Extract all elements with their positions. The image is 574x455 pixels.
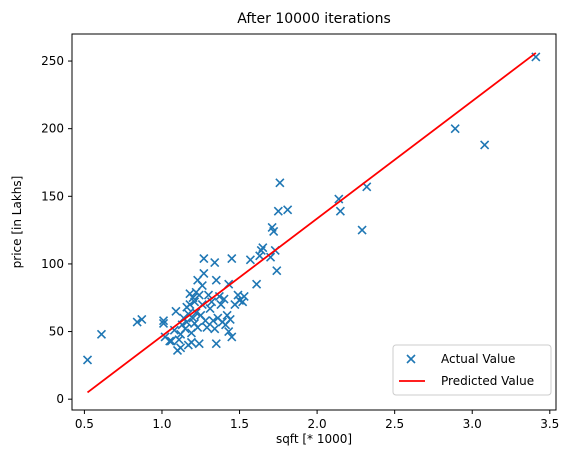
data-point <box>207 297 217 307</box>
y-tick-label: 150 <box>41 189 64 203</box>
legend-marker <box>406 354 416 364</box>
data-point <box>245 255 255 265</box>
data-point <box>335 206 345 216</box>
data-point <box>225 314 235 324</box>
data-point <box>193 322 203 333</box>
data-point <box>210 258 220 268</box>
data-point <box>216 299 226 310</box>
data-point <box>176 343 186 353</box>
data-point <box>238 297 248 307</box>
data-point <box>480 140 490 150</box>
data-point <box>174 335 184 345</box>
plot-area <box>82 52 541 394</box>
data-point <box>82 355 93 365</box>
data-point <box>334 194 344 204</box>
data-point <box>171 306 181 316</box>
data-point <box>211 339 221 349</box>
data-point <box>227 332 237 342</box>
predicted-line <box>86 52 537 394</box>
x-tick-label: 1.5 <box>230 417 249 431</box>
data-point <box>199 253 209 264</box>
legend-box <box>392 344 552 396</box>
data-point <box>227 253 237 264</box>
data-point <box>210 324 220 334</box>
y-tick-label: 100 <box>41 257 64 271</box>
data-point <box>189 297 200 307</box>
data-point <box>450 124 460 134</box>
x-tick-label: 2.0 <box>308 417 327 431</box>
x-tick-label: 2.5 <box>385 417 404 431</box>
legend-label: Actual Value <box>441 352 515 366</box>
data-point <box>194 339 204 349</box>
chart-title: After 10000 iterations <box>237 11 391 27</box>
data-point <box>219 294 229 304</box>
data-point <box>224 326 234 337</box>
data-point <box>158 316 169 326</box>
data-point <box>272 266 282 276</box>
data-point <box>265 252 276 262</box>
axes: 0.5 1.0 1.5 2.0 2.5 3.0 3.5 0 50 100 150 200 250 <box>41 33 559 431</box>
x-tick-label: 3.5 <box>540 417 559 431</box>
y-tick-label: 50 <box>49 325 64 339</box>
data-point <box>166 336 176 346</box>
data-point <box>197 281 207 291</box>
data-point <box>137 314 147 324</box>
data-point <box>205 303 215 314</box>
data-point <box>191 308 201 318</box>
data-point <box>275 178 285 188</box>
data-point <box>200 316 210 326</box>
data-point <box>180 324 190 334</box>
data-point <box>269 226 279 237</box>
data-point <box>186 337 197 347</box>
data-point <box>362 182 372 192</box>
axes-frame <box>71 33 557 411</box>
data-point <box>132 317 142 327</box>
y-tick-label: 0 <box>56 392 64 406</box>
data-point <box>283 205 293 215</box>
legend-label: Predicted Value <box>441 374 534 388</box>
data-point <box>211 275 221 285</box>
data-point <box>252 279 262 289</box>
data-point <box>255 251 265 261</box>
x-tick-label: 0.5 <box>75 417 94 431</box>
data-point <box>165 336 175 346</box>
y-tick-label: 250 <box>41 54 64 68</box>
data-point <box>96 329 107 339</box>
legend: Actual Value Predicted Value <box>392 344 552 396</box>
data-point <box>273 206 283 216</box>
x-axis-label: sqft [* 1000] <box>276 432 352 446</box>
data-point <box>258 243 268 253</box>
data-point <box>239 291 249 301</box>
data-point <box>194 290 204 300</box>
data-point <box>185 299 195 310</box>
data-point <box>208 316 218 326</box>
y-tick-label: 200 <box>41 122 64 136</box>
x-tick-label: 1.0 <box>152 417 171 431</box>
data-point <box>199 268 209 278</box>
data-point <box>357 225 367 235</box>
x-tick-label: 3.0 <box>463 417 482 431</box>
data-point <box>158 318 169 329</box>
y-axis-label: price [in Lakhs] <box>10 176 24 269</box>
